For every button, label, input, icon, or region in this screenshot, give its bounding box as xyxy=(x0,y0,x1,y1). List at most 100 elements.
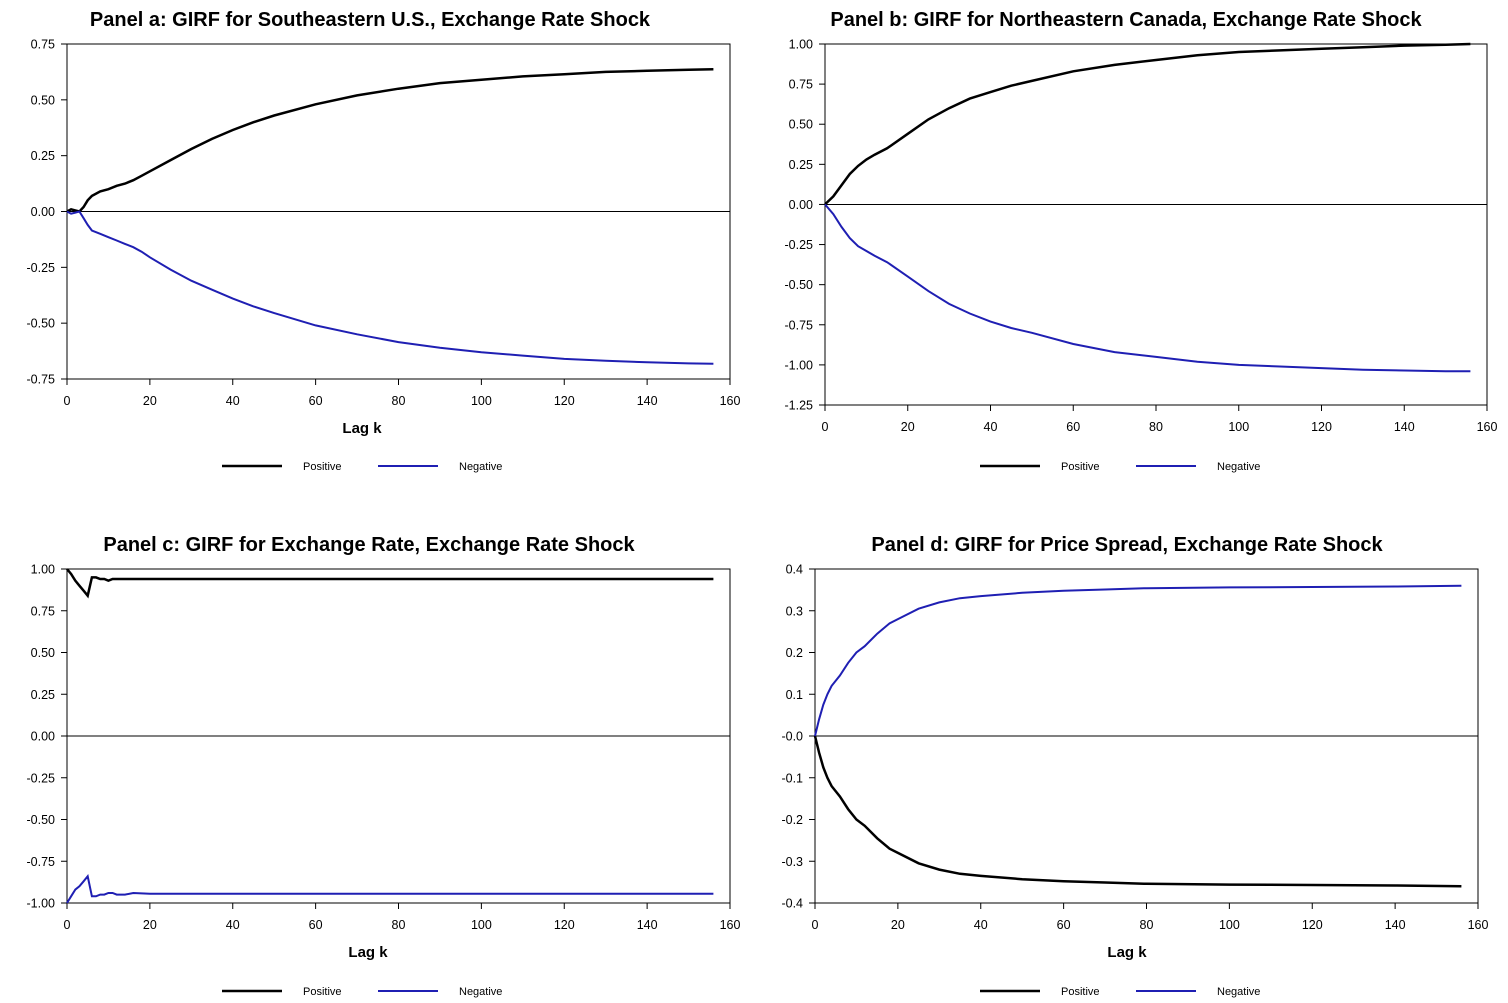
panel-b-legend-negative-label: Negative xyxy=(1217,461,1260,473)
panel-b-x-tick-label: 60 xyxy=(1066,420,1080,434)
panel-d-y-tick-label: 0.4 xyxy=(786,563,803,577)
panel-b-x-tick-label: 140 xyxy=(1394,420,1415,434)
panel-c-series-positive xyxy=(66,568,714,599)
panel-d-y-tick-label: 0.1 xyxy=(786,688,803,702)
panel-d-title: Panel d: GIRF for Price Spread, Exchange… xyxy=(871,534,1383,556)
panel-d-y-tick-label: -0.4 xyxy=(781,897,803,911)
panel-b-x-tick-label: 160 xyxy=(1477,420,1498,434)
panel-a-x-tick-label: 140 xyxy=(637,394,658,408)
panel-a-series-positive xyxy=(66,67,714,213)
panel-c-x-tick-label: 60 xyxy=(309,918,323,932)
panel-b-y-tick-label: 0.50 xyxy=(789,118,813,132)
panel-a-y-tick-label: -0.25 xyxy=(27,261,56,275)
panel-d-x-tick-label: 140 xyxy=(1385,918,1406,932)
panel-a-y-tick-label: 0.50 xyxy=(31,93,55,107)
panel-c-x-tick-label: 160 xyxy=(720,918,741,932)
panel-c-x-tick-label: 0 xyxy=(64,918,71,932)
panel-c-y-tick-label: 1.00 xyxy=(31,563,55,577)
panel-b-y-tick-label: -0.75 xyxy=(785,318,814,332)
panel-a-y-tick-label: 0.25 xyxy=(31,149,55,163)
panel-d-y-tick-label: 0.3 xyxy=(786,604,803,618)
panel-c-x-tick-label: 80 xyxy=(392,918,406,932)
panel-b-title: Panel b: GIRF for Northeastern Canada, E… xyxy=(830,9,1422,31)
panel-a-x-tick-label: 20 xyxy=(143,394,157,408)
panel-d-y-tick-label: -0.2 xyxy=(781,813,803,827)
panel-a-x-label: Lag k xyxy=(342,420,382,437)
panel-b-x-tick-label: 120 xyxy=(1311,420,1332,434)
panel-c-legend-positive-label: Positive xyxy=(303,986,342,998)
panel-a-y-tick-label: 0.75 xyxy=(31,38,55,52)
panel-b-plot-area xyxy=(824,43,1488,406)
panel-d-x-tick-label: 20 xyxy=(891,918,905,932)
panel-a-x-axis: 0 20 40 60 80 100 120 140 160 xyxy=(64,379,741,408)
panel-d-x-tick-label: 40 xyxy=(974,918,988,932)
panel-b-x-axis: 0 20 40 60 80 100 120 140 160 xyxy=(822,405,1498,434)
panel-b-series-positive xyxy=(824,42,1471,206)
panel-a-x-tick-label: 160 xyxy=(720,394,741,408)
panel-c-y-tick-label: 0.50 xyxy=(31,646,55,660)
panel-d-x-axis: 0 20 40 60 80 100 120 140 160 xyxy=(812,903,1489,932)
panel-a-x-tick-label: 0 xyxy=(64,394,71,408)
panel-b-legend-positive-label: Positive xyxy=(1061,461,1100,473)
panel-c-y-tick-label: -0.75 xyxy=(27,855,56,869)
panel-a-y-axis: 0.75 0.50 0.25 0.00 -0.25 -0.50 -0.75 xyxy=(27,38,67,387)
panel-b-y-tick-label: -1.25 xyxy=(785,399,814,413)
panel-d-y-tick-label: -0.1 xyxy=(781,771,803,785)
panel-b-y-tick-label: -0.25 xyxy=(785,238,814,252)
panel-d-y-tick-label: -0.3 xyxy=(781,855,803,869)
panel-c-title: Panel c: GIRF for Exchange Rate, Exchang… xyxy=(103,534,635,556)
panel-c-x-tick-label: 40 xyxy=(226,918,240,932)
panel-d-y-tick-label: -0.0 xyxy=(781,730,803,744)
panel-a-y-tick-label: -0.75 xyxy=(27,373,56,387)
panel-b-x-tick-label: 80 xyxy=(1149,420,1163,434)
panel-a-y-tick-label: 0.00 xyxy=(31,205,55,219)
panel-c-legend: Positive Negative xyxy=(222,986,502,998)
panel-b-y-tick-label: -0.50 xyxy=(785,278,814,292)
panel-a-legend-negative-label: Negative xyxy=(459,461,502,473)
panel-c-y-tick-label: 0.00 xyxy=(31,730,55,744)
panel-a: Panel a: GIRF for Southeastern U.S., Exc… xyxy=(27,9,741,473)
panel-c-x-label: Lag k xyxy=(348,944,388,961)
panel-b: Panel b: GIRF for Northeastern Canada, E… xyxy=(785,9,1498,473)
panel-d-x-tick-label: 0 xyxy=(812,918,819,932)
panel-d-y-tick-label: 0.2 xyxy=(786,646,803,660)
panel-c-y-tick-label: 0.75 xyxy=(31,604,55,618)
panel-a-x-tick-label: 120 xyxy=(554,394,575,408)
panel-a-legend: Positive Negative xyxy=(222,461,502,473)
panel-c-series-negative xyxy=(66,874,714,904)
panel-c-y-tick-label: -1.00 xyxy=(27,897,56,911)
panel-b-x-tick-label: 0 xyxy=(822,420,829,434)
panel-c-x-tick-label: 100 xyxy=(471,918,492,932)
panel-a-x-tick-label: 40 xyxy=(226,394,240,408)
panel-d-series-positive xyxy=(813,735,1462,888)
panel-d-series-negative xyxy=(814,584,1462,737)
panel-b-y-tick-label: -1.00 xyxy=(785,358,814,372)
panel-a-x-tick-label: 80 xyxy=(392,394,406,408)
panel-c-y-tick-label: -0.25 xyxy=(27,771,56,785)
panel-b-y-tick-label: 0.00 xyxy=(789,198,813,212)
panel-a-title: Panel a: GIRF for Southeastern U.S., Exc… xyxy=(90,9,651,31)
panel-c: Panel c: GIRF for Exchange Rate, Exchang… xyxy=(27,534,741,998)
panel-a-x-tick-label: 100 xyxy=(471,394,492,408)
panel-c-x-tick-label: 20 xyxy=(143,918,157,932)
panel-c-x-tick-label: 120 xyxy=(554,918,575,932)
panel-b-y-axis: 1.00 0.75 0.50 0.25 0.00 -0.25 -0.50 -0.75 -1.00… xyxy=(785,38,825,413)
panel-d-x-tick-label: 160 xyxy=(1468,918,1489,932)
panel-d-y-axis: 0.4 0.3 0.2 0.1 -0.0 -0.1 -0.2 -0.3 -0.4 xyxy=(781,563,815,911)
panel-c-x-axis: 0 20 40 60 80 100 120 140 160 xyxy=(64,903,741,932)
panel-d-x-label: Lag k xyxy=(1107,944,1147,961)
panel-c-x-tick-label: 140 xyxy=(637,918,658,932)
panel-d-x-tick-label: 60 xyxy=(1057,918,1071,932)
panel-c-y-tick-label: 0.25 xyxy=(31,688,55,702)
panel-b-y-tick-label: 0.25 xyxy=(789,158,813,172)
panel-a-series-negative xyxy=(66,210,714,365)
panel-b-legend: Positive Negative xyxy=(980,461,1260,473)
panel-b-x-tick-label: 40 xyxy=(984,420,998,434)
panel-c-legend-negative-label: Negative xyxy=(459,986,502,998)
panel-b-y-tick-label: 1.00 xyxy=(789,38,813,52)
panel-b-x-tick-label: 100 xyxy=(1228,420,1249,434)
panel-b-y-tick-label: 0.75 xyxy=(789,78,813,92)
panel-d-legend-positive-label: Positive xyxy=(1061,986,1100,998)
panel-d-x-tick-label: 100 xyxy=(1219,918,1240,932)
